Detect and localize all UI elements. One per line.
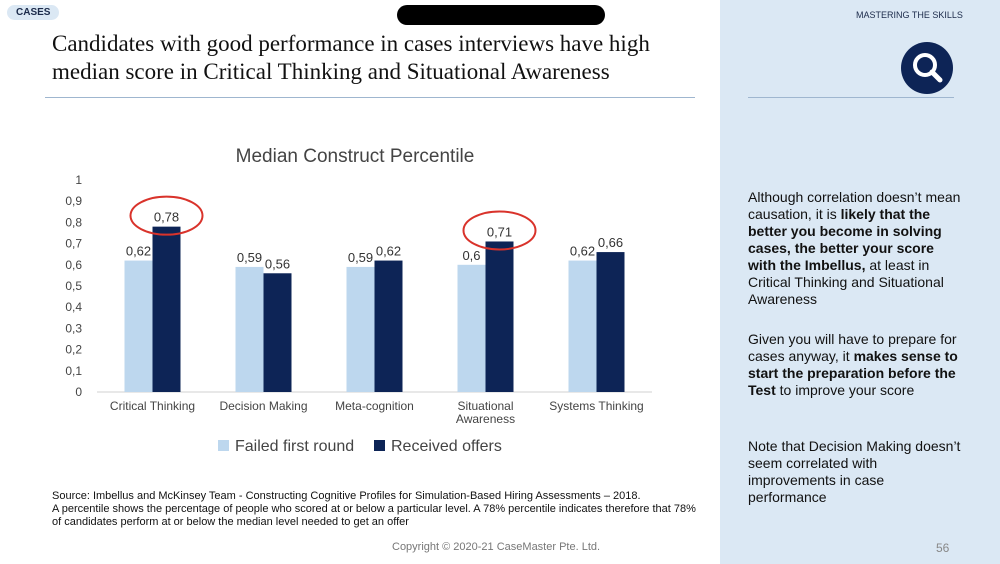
- panel-paragraph-3: Note that Decision Making doesn’t seem c…: [748, 438, 961, 505]
- bar-received-offers: [596, 252, 625, 392]
- data-label: 0,59: [237, 250, 262, 265]
- page-number: 56: [936, 541, 950, 555]
- y-tick-label: 0,8: [65, 215, 82, 229]
- magnifier-icon: [901, 42, 953, 94]
- highlight-circle: [462, 210, 537, 251]
- p1-text-bold: likely that the better you become in sol…: [748, 206, 942, 273]
- bar-failed-first-round: [235, 266, 264, 392]
- copyright: Copyright © 2020-21 CaseMaster Pte. Ltd.: [392, 541, 601, 553]
- redacted-bar: [397, 5, 605, 25]
- highlight-circle: [129, 195, 204, 236]
- panel-divider: [748, 97, 954, 98]
- data-label: 0,62: [570, 244, 595, 259]
- panel-paragraph-1: Although correlation doesn’t mean causat…: [748, 189, 962, 308]
- bar-received-offers: [485, 241, 514, 392]
- title-divider: [45, 97, 695, 98]
- y-tick-label: 0,1: [65, 364, 82, 378]
- bar-received-offers: [374, 260, 403, 392]
- source-note: Source: Imbellus and McKinsey Team - Con…: [52, 490, 702, 529]
- bar-failed-first-round: [568, 260, 597, 392]
- p2-text-a: Given you will have to prepare for cases…: [748, 331, 957, 364]
- bar-received-offers: [263, 273, 292, 392]
- source-text: Source: Imbellus and McKinsey Team - Con…: [52, 490, 641, 502]
- slide-title: Candidates with good performance in case…: [52, 31, 650, 84]
- y-tick-label: 0,2: [65, 343, 82, 357]
- legend-swatch: [218, 440, 229, 451]
- panel-label: MASTERING THE SKILLS: [856, 10, 963, 20]
- p2-text-bold: makes sense to start the preparation bef…: [748, 348, 958, 398]
- data-label: 0,6: [462, 248, 480, 263]
- y-tick-label: 1: [75, 173, 82, 187]
- x-category-label: Meta-cognition: [335, 399, 414, 413]
- data-label: 0,59: [348, 250, 373, 265]
- percentile-note: A percentile shows the percentage of peo…: [52, 503, 696, 528]
- legend-swatch: [374, 440, 385, 451]
- x-category-label: Awareness: [456, 412, 515, 426]
- y-tick-label: 0,6: [65, 258, 82, 272]
- data-label: 0,56: [265, 256, 290, 271]
- y-tick-label: 0,4: [65, 300, 82, 314]
- side-panel: MASTERING THE SKILLS Although correlatio…: [720, 0, 1000, 564]
- section-tag: CASES: [7, 5, 60, 20]
- p1-text-a: Although correlation doesn’t mean causat…: [748, 189, 961, 222]
- y-tick-label: 0,3: [65, 321, 82, 335]
- y-tick-label: 0,5: [65, 279, 82, 293]
- panel-paragraph-2: Given you will have to prepare for cases…: [748, 331, 962, 399]
- data-label: 0,62: [126, 244, 151, 259]
- data-label: 0,66: [598, 235, 623, 250]
- chart-title: Median Construct Percentile: [236, 146, 475, 167]
- x-category-label: Situational: [457, 399, 513, 413]
- bar-chart: Median Construct Percentile 0 0,1 0,2 0,3 0,4…: [65, 146, 652, 455]
- x-category-label: Decision Making: [219, 399, 307, 413]
- data-label: 0,71: [487, 224, 512, 239]
- p2-text-c: to improve your score: [775, 382, 915, 398]
- legend-label: Received offers: [391, 438, 502, 455]
- legend-label: Failed first round: [235, 438, 354, 455]
- p1-text-c: at least in Critical Thinking and Situat…: [748, 257, 944, 307]
- y-tick-label: 0,7: [65, 237, 82, 251]
- bar-failed-first-round: [457, 264, 486, 392]
- bar-failed-first-round: [124, 260, 153, 392]
- data-label: 0,78: [154, 210, 179, 225]
- data-label: 0,62: [376, 244, 401, 259]
- y-tick-label: 0,9: [65, 194, 82, 208]
- y-tick-label: 0: [75, 385, 82, 399]
- bar-received-offers: [152, 226, 181, 392]
- bar-failed-first-round: [346, 266, 375, 392]
- x-category-label: Systems Thinking: [549, 399, 643, 413]
- x-category-label: Critical Thinking: [110, 399, 195, 413]
